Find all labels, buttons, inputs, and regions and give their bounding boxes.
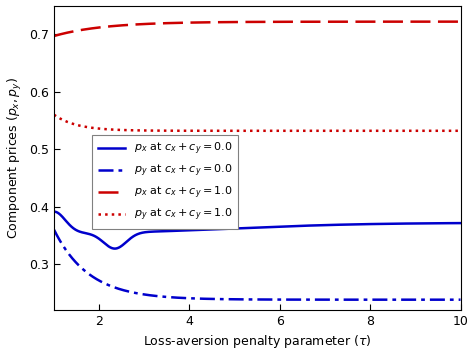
$p_x$ at $c_x + c_y = 0.0$ [112,246,118,251]
$p_y$ at $c_x + c_y = 0.0$ [216,297,221,301]
$p_x$ at $c_x + c_y = 1.0$ [458,20,464,24]
$p_y$ at $c_x + c_y = 1.0$ [230,129,236,133]
Y-axis label: Component prices $(p_x, p_y)$: Component prices $(p_x, p_y)$ [6,77,24,239]
$p_y$ at $c_x + c_y = 1.0$ [368,129,374,133]
$p_y$ at $c_x + c_y = 0.0$ [92,276,98,281]
Legend: $p_x$ at $c_x + c_y = 0.0$, $p_y$ at $c_x + c_y = 0.0$, $p_x$ at $c_x + c_y = 1.: $p_x$ at $c_x + c_y = 0.0$, $p_y$ at $c_… [92,136,238,229]
$p_x$ at $c_x + c_y = 1.0$ [216,20,221,24]
Line: $p_y$ at $c_x + c_y = 0.0$: $p_y$ at $c_x + c_y = 0.0$ [54,230,461,300]
$p_x$ at $c_x + c_y = 0.0$ [92,234,98,239]
$p_y$ at $c_x + c_y = 0.0$ [330,298,336,302]
$p_y$ at $c_x + c_y = 1.0$ [330,129,336,133]
$p_x$ at $c_x + c_y = 1.0$ [368,20,374,24]
$p_x$ at $c_x + c_y = 1.0$ [375,20,381,24]
$p_y$ at $c_x + c_y = 1.0$ [216,129,221,133]
$p_x$ at $c_x + c_y = 1.0$ [92,26,98,30]
$p_y$ at $c_x + c_y = 1.0$ [92,126,98,130]
Line: $p_y$ at $c_x + c_y = 1.0$: $p_y$ at $c_x + c_y = 1.0$ [54,115,461,131]
$p_x$ at $c_x + c_y = 0.0$ [216,227,222,231]
$p_x$ at $c_x + c_y = 0.0$ [230,226,236,231]
$p_x$ at $c_x + c_y = 0.0$ [51,209,57,214]
$p_y$ at $c_x + c_y = 1.0$ [51,112,57,117]
$p_x$ at $c_x + c_y = 0.0$ [458,221,464,225]
$p_x$ at $c_x + c_y = 0.0$ [369,222,374,226]
$p_x$ at $c_x + c_y = 1.0$ [330,20,336,24]
X-axis label: Loss-aversion penalty parameter ($\tau$): Loss-aversion penalty parameter ($\tau$) [143,334,372,350]
$p_y$ at $c_x + c_y = 0.0$ [368,298,374,302]
$p_y$ at $c_x + c_y = 0.0$ [458,298,464,302]
Line: $p_x$ at $c_x + c_y = 1.0$: $p_x$ at $c_x + c_y = 1.0$ [54,22,461,36]
$p_y$ at $c_x + c_y = 0.0$ [230,297,236,302]
$p_x$ at $c_x + c_y = 1.0$ [51,34,57,38]
$p_y$ at $c_x + c_y = 0.0$ [375,298,381,302]
$p_y$ at $c_x + c_y = 1.0$ [375,129,381,133]
Line: $p_x$ at $c_x + c_y = 0.0$: $p_x$ at $c_x + c_y = 0.0$ [54,211,461,248]
$p_y$ at $c_x + c_y = 1.0$ [458,129,464,133]
$p_x$ at $c_x + c_y = 0.0$ [331,223,337,227]
$p_y$ at $c_x + c_y = 0.0$ [51,227,57,232]
$p_x$ at $c_x + c_y = 1.0$ [230,20,236,24]
$p_x$ at $c_x + c_y = 0.0$ [376,222,382,226]
